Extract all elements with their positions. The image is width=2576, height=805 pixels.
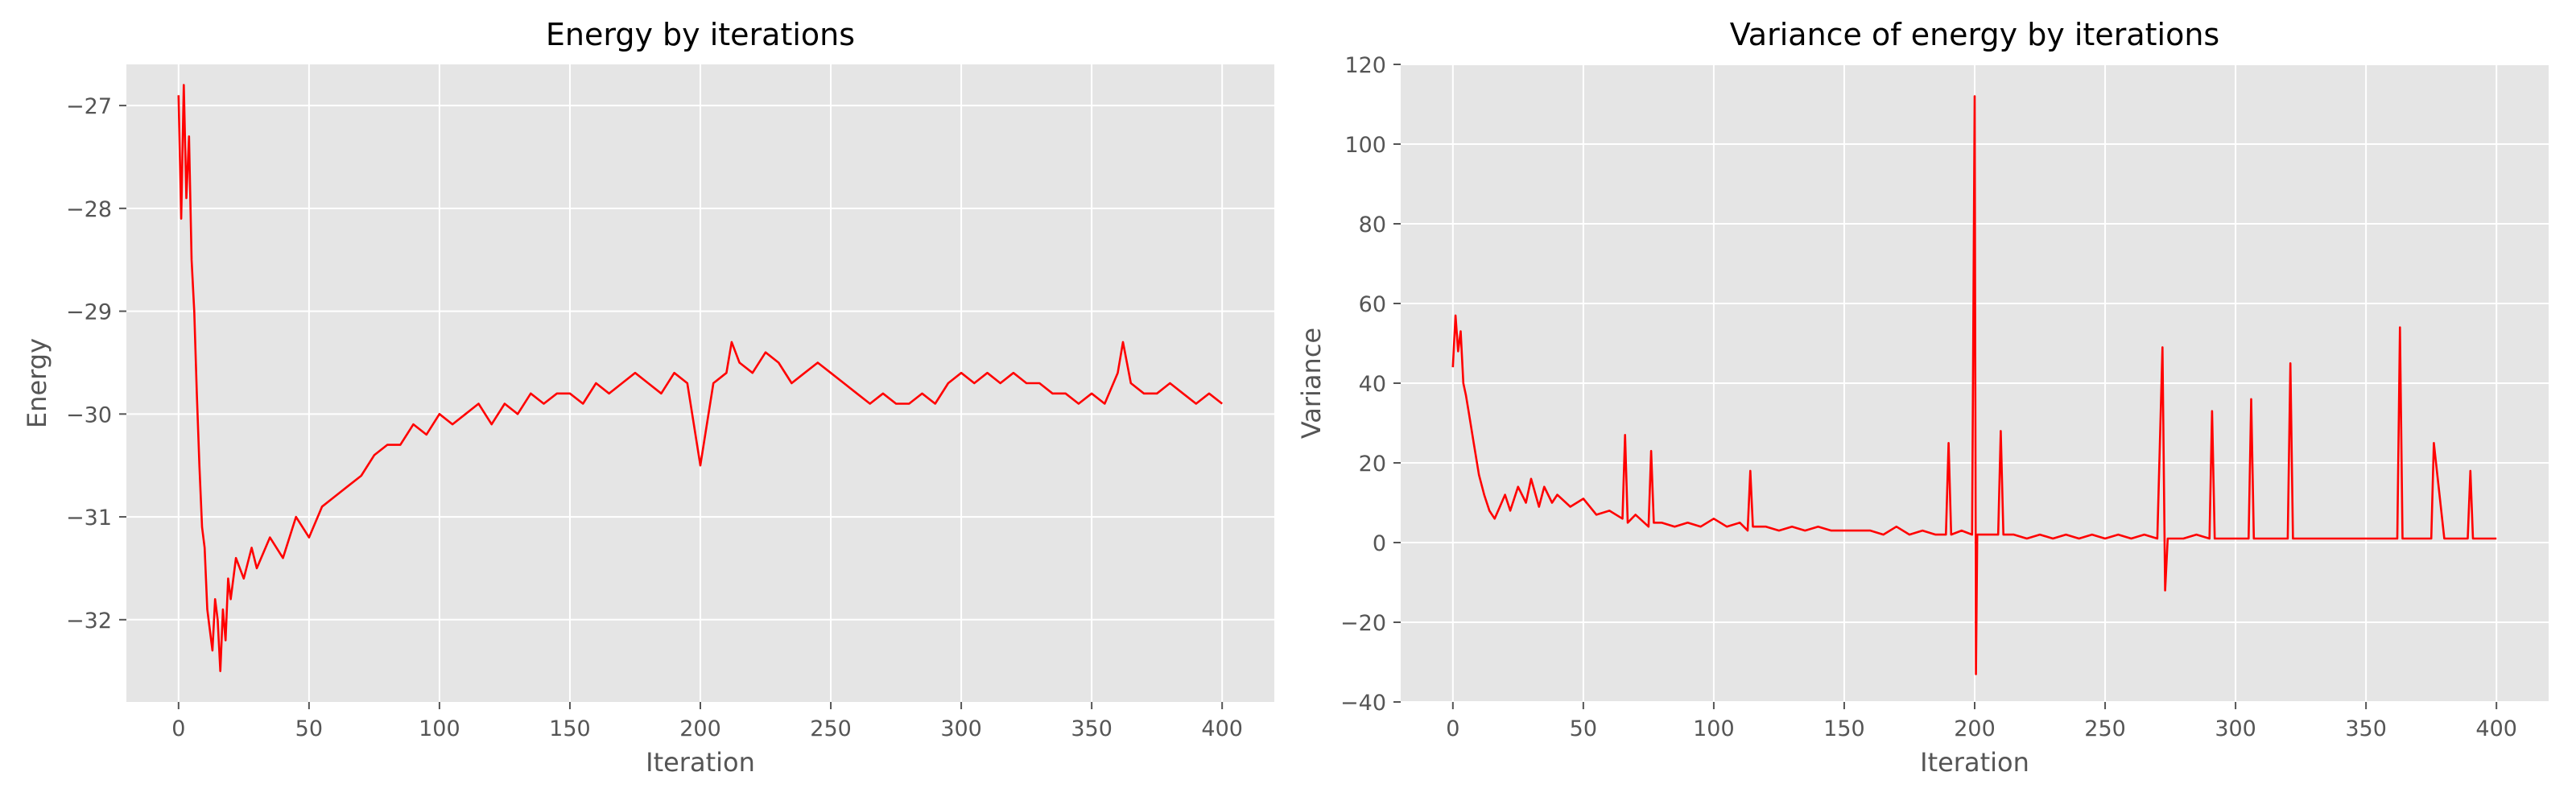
energy-x-tick-label: 350 <box>1071 716 1113 741</box>
variance-y-tick-label: 20 <box>1359 452 1386 477</box>
energy-x-tick-label: 150 <box>549 716 591 741</box>
variance-chart-title: Variance of energy by iterations <box>1730 17 2219 52</box>
energy-x-tick-label: 50 <box>295 716 323 741</box>
energy-x-tick-label: 400 <box>1201 716 1243 741</box>
energy-series-line <box>177 84 1224 672</box>
energy-x-tick-label: 0 <box>171 716 185 741</box>
energy-chart-title: Energy by iterations <box>546 17 855 52</box>
variance-y-tick-label: 40 <box>1359 372 1386 397</box>
variance-y-tick-label: 120 <box>1344 53 1386 78</box>
energy-y-tick-label: −30 <box>66 402 112 427</box>
variance-x-tick-label: 300 <box>2215 716 2256 741</box>
energy-y-axis-label: Energy <box>22 338 52 428</box>
variance-x-tick-label: 350 <box>2345 716 2387 741</box>
variance-chart: 0 50 100 150 200 250 300 350 400 −40 −20 0 20 40 60 80 1… <box>1296 17 2549 778</box>
variance-series-line <box>1451 95 2497 675</box>
variance-x-tick-label: 150 <box>1823 716 1865 741</box>
variance-x-tick-label: 250 <box>2084 716 2126 741</box>
energy-y-tick-label: −28 <box>66 197 112 222</box>
variance-series-layer <box>1451 95 2497 675</box>
variance-x-tick-label: 0 <box>1446 716 1459 741</box>
variance-x-axis-label: Iteration <box>1920 747 2029 778</box>
variance-y-tick-label: 0 <box>1373 531 1386 556</box>
energy-x-tick-label: 250 <box>810 716 852 741</box>
variance-x-tick-label: 400 <box>2475 716 2517 741</box>
variance-y-axis-label: Variance <box>1296 328 1327 439</box>
energy-x-tick-label: 200 <box>679 716 721 741</box>
energy-chart: 0 50 100 150 200 250 300 350 400 −32 −31 −30 −29 −28 −… <box>22 17 1274 778</box>
energy-ticks: 0 50 100 150 200 250 300 350 400 −32 −31 −30 −29 −28 −… <box>66 94 1243 741</box>
variance-y-tick-label: −20 <box>1340 611 1386 636</box>
variance-x-tick-label: 50 <box>1570 716 1597 741</box>
energy-x-axis-label: Iteration <box>646 747 755 778</box>
energy-series-layer <box>177 84 1224 672</box>
energy-grid <box>126 64 1274 702</box>
variance-y-tick-label: 80 <box>1359 213 1386 237</box>
variance-x-tick-label: 200 <box>1954 716 1996 741</box>
energy-y-tick-label: −29 <box>66 300 112 325</box>
energy-x-tick-label: 300 <box>940 716 982 741</box>
energy-y-tick-label: −32 <box>66 609 112 634</box>
variance-y-tick-label: 60 <box>1359 292 1386 317</box>
variance-y-tick-label: 100 <box>1344 133 1386 158</box>
variance-y-tick-label: −40 <box>1340 691 1386 716</box>
variance-ticks: 0 50 100 150 200 250 300 350 400 −40 −20 0 20 40 60 80 1… <box>1340 53 2517 741</box>
energy-y-tick-label: −31 <box>66 506 112 530</box>
variance-x-tick-label: 100 <box>1693 716 1735 741</box>
energy-x-tick-label: 100 <box>419 716 460 741</box>
energy-y-tick-label: −27 <box>66 94 112 119</box>
